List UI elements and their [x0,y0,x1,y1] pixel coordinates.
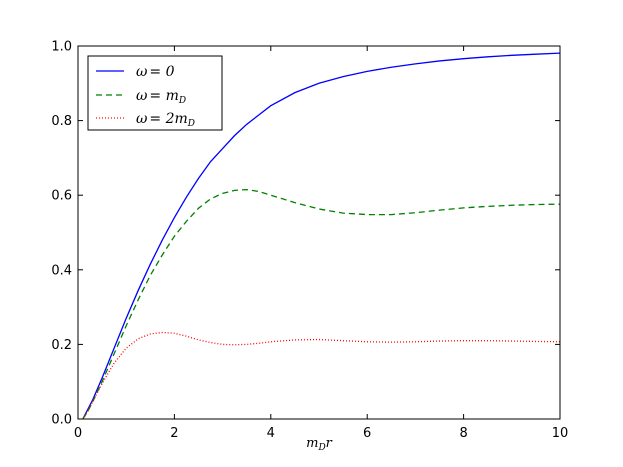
legend: ω = 0 ω = mD ω = 2mD [87,55,223,131]
plot-frame [77,45,561,420]
legend-label-omega-2mD: ω = 2mD [136,111,195,129]
y-tick-label: 1.0 [51,40,72,55]
series-layer [82,52,561,420]
y-tick-label: 0.0 [51,413,72,428]
legend-label-omega-mD: ω = mD [136,88,186,106]
y-tick-label: 0.4 [51,263,72,278]
series-line-0 [82,52,561,420]
y-tick-label: 0.8 [51,114,72,129]
legend-label-omega-0: ω = 0 [136,64,175,80]
x-tick-label: 0 [74,426,82,441]
series-line-1 [82,188,561,420]
x-tick-label: 6 [363,426,371,441]
x-tick-label: 10 [552,426,569,441]
ticks-layer: 0 2 4 6 8 10 0.0 0.2 0.4 0.6 0.8 1.0 [51,40,568,442]
x-tick-label: 2 [170,426,178,441]
x-tick-label: 8 [459,426,467,441]
y-tick-label: 0.2 [51,338,72,353]
x-axis-label: mDr [306,436,333,453]
legend-box [87,55,223,131]
x-tick-label: 4 [267,426,275,441]
y-tick-label: 0.6 [51,189,72,204]
